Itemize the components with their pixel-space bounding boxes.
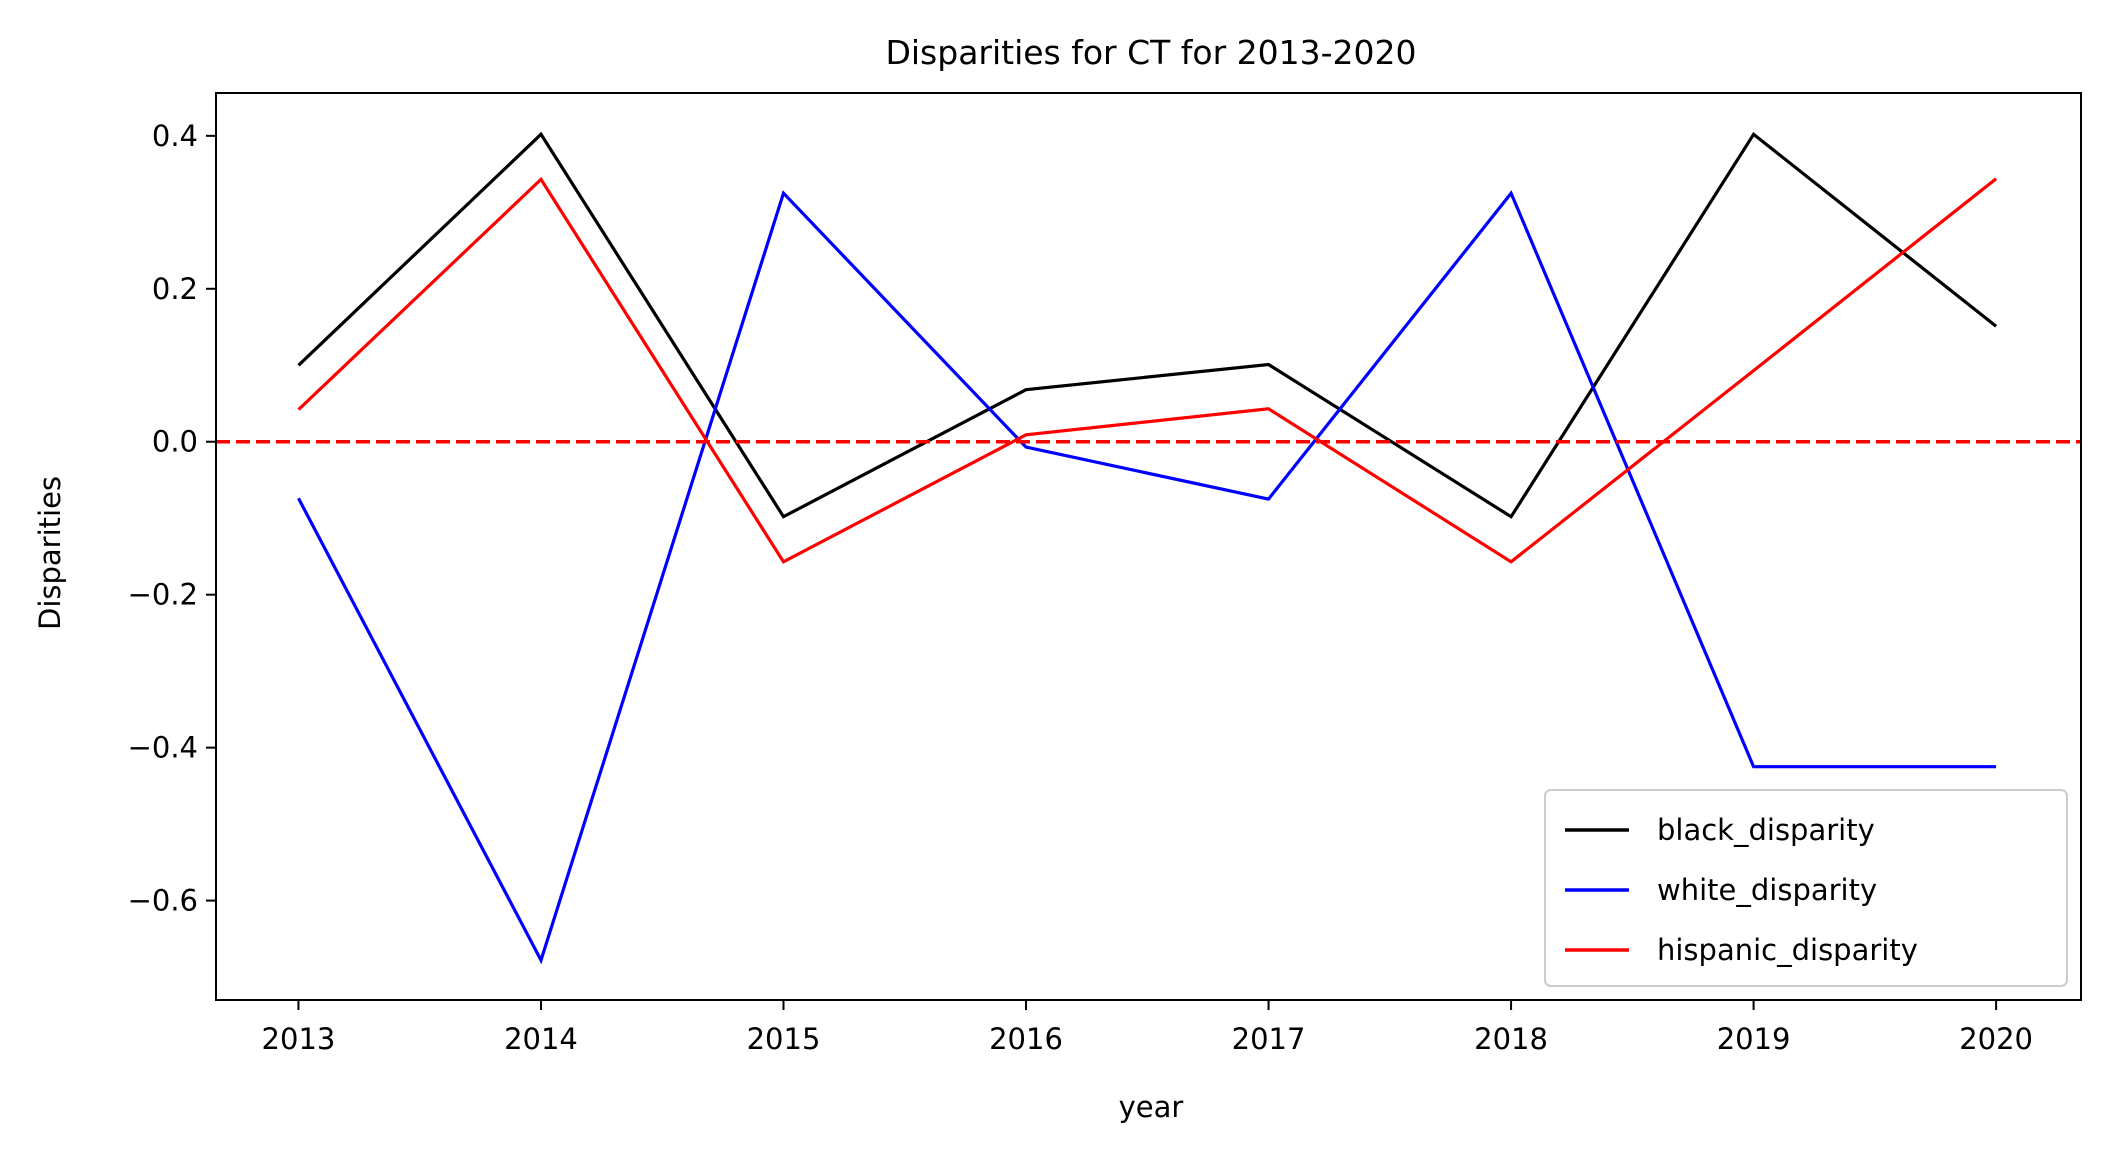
y-tick-label: −0.2 bbox=[128, 578, 198, 612]
y-tick-label: −0.4 bbox=[128, 731, 198, 765]
x-tick-label: 2014 bbox=[504, 1022, 578, 1056]
y-axis-label: Disparities bbox=[33, 476, 67, 630]
series-line-hispanic_disparity bbox=[297, 176, 1998, 564]
x-tick-label: 2020 bbox=[1959, 1022, 2033, 1056]
legend-label: white_disparity bbox=[1657, 873, 1877, 907]
x-tick-label: 2018 bbox=[1474, 1022, 1548, 1056]
legend-box bbox=[1544, 789, 2068, 987]
y-tick-label: 0.2 bbox=[152, 272, 198, 306]
series-line-black_disparity bbox=[297, 131, 1998, 519]
legend-label: black_disparity bbox=[1657, 813, 1875, 847]
x-tick-label: 2015 bbox=[747, 1022, 821, 1056]
chart-title: Disparities for CT for 2013-2020 bbox=[885, 33, 1416, 72]
x-tick-label: 2019 bbox=[1717, 1022, 1791, 1056]
y-tick-label: 0.0 bbox=[152, 425, 198, 459]
x-tick-label: 2017 bbox=[1232, 1022, 1306, 1056]
x-tick-label: 2013 bbox=[262, 1022, 336, 1056]
y-tick-label: −0.6 bbox=[128, 884, 198, 918]
x-axis-label: year bbox=[1119, 1090, 1184, 1124]
axes-frame bbox=[215, 92, 2082, 1001]
plot-area: 2013 2014 2015 2016 2017 2018 2019 2020 0.4 0.2 0.… bbox=[128, 92, 2082, 1056]
y-tick-label: 0.4 bbox=[152, 119, 198, 153]
series-line-white_disparity bbox=[297, 190, 1997, 965]
legend-label: hispanic_disparity bbox=[1657, 933, 1918, 967]
x-tick-label: 2016 bbox=[989, 1022, 1063, 1056]
